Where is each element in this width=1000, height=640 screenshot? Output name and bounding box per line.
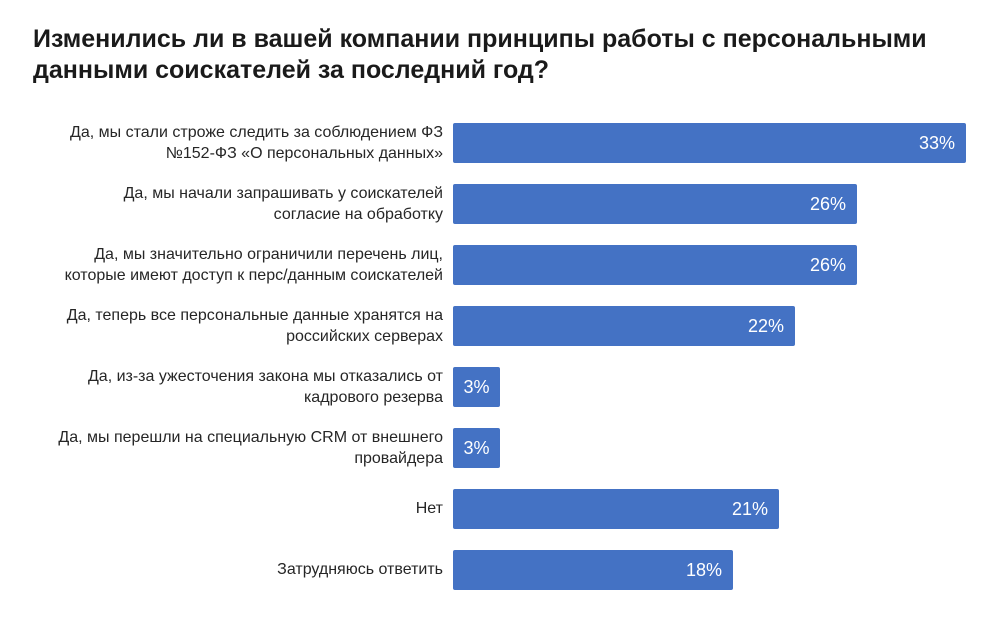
bar-value-label: 26% <box>809 193 846 214</box>
bar: 3% <box>453 427 500 468</box>
bar: 26% <box>453 244 857 285</box>
bar: 22% <box>453 305 795 346</box>
bar-value-label: 21% <box>731 498 768 519</box>
bar: 26% <box>453 183 857 224</box>
category-label: Да, мы значительно ограничили перечень л… <box>64 245 443 284</box>
bar: 33% <box>453 122 966 163</box>
bar-track: 33% <box>443 122 968 163</box>
chart-row: Да, мы начали запрашивать у соискателей … <box>20 173 968 234</box>
chart-row: Да, мы значительно ограничили перечень л… <box>20 234 968 295</box>
bar: 18% <box>453 549 733 590</box>
bar-value-label: 3% <box>463 437 490 458</box>
category-label: Да, мы начали запрашивать у соискателей … <box>123 184 443 223</box>
bar-value-label: 3% <box>463 376 490 397</box>
bar-track: 18% <box>443 549 968 590</box>
chart-row: Да, мы стали строже следить за соблюдени… <box>20 112 968 173</box>
category-label: Да, из-за ужесточения закона мы отказали… <box>87 367 443 406</box>
chart-row: Затрудняюсь ответить 18% <box>20 539 968 600</box>
category-label: Да, мы стали строже следить за соблюдени… <box>70 123 443 162</box>
bar: 21% <box>453 488 779 529</box>
chart-row: Да, теперь все персональные данные храня… <box>20 295 968 356</box>
bar-value-label: 22% <box>747 315 784 336</box>
chart-title: Изменились ли в вашей компании принципы … <box>33 25 927 84</box>
bar-value-label: 18% <box>685 559 722 580</box>
bar-track: 26% <box>443 244 968 285</box>
chart-row: Нет 21% <box>20 478 968 539</box>
bar-value-label: 26% <box>809 254 846 275</box>
bar-value-label: 33% <box>918 132 955 153</box>
category-label: Да, теперь все персональные данные храня… <box>66 306 443 345</box>
bar-track: 3% <box>443 366 968 407</box>
bar-track: 21% <box>443 488 968 529</box>
category-label: Нет <box>415 500 443 517</box>
bar-track: 22% <box>443 305 968 346</box>
bar: 3% <box>453 366 500 407</box>
bar-track: 26% <box>443 183 968 224</box>
chart-row: Да, мы перешли на специальную CRM от вне… <box>20 417 968 478</box>
bar-track: 3% <box>443 427 968 468</box>
chart-row: Да, из-за ужесточения закона мы отказали… <box>20 356 968 417</box>
bar-chart: Да, мы стали строже следить за соблюдени… <box>20 112 968 600</box>
category-label: Затрудняюсь ответить <box>277 561 443 578</box>
category-label: Да, мы перешли на специальную CRM от вне… <box>58 428 443 467</box>
